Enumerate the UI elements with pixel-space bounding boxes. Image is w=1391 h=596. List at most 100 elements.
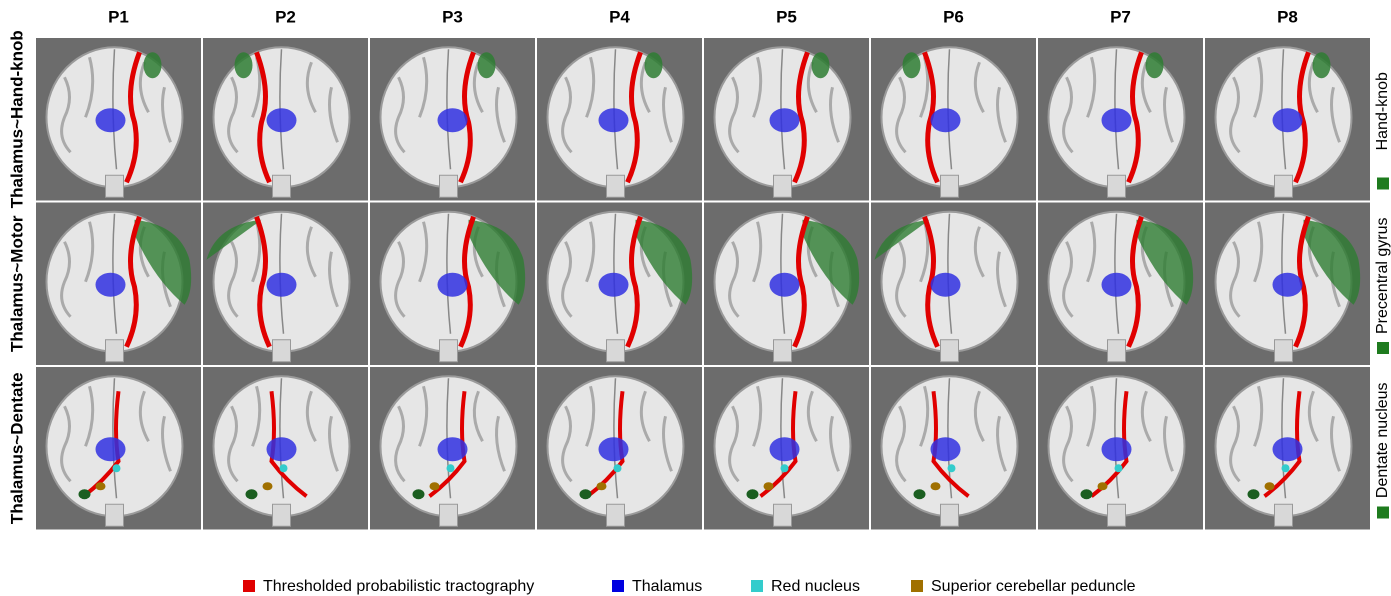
brain-panel [203,367,368,530]
dentate [79,489,91,499]
brain-panel [1038,203,1203,366]
thalamus [1273,108,1303,132]
brainstem [106,175,124,197]
thalamus [1273,437,1303,461]
brain-panel [537,367,702,530]
column-header: P8 [1277,7,1298,26]
dentate [914,489,926,499]
column-header: P3 [442,7,463,26]
brainstem [106,340,124,362]
brain-panel [36,38,201,201]
thalamus [96,108,126,132]
brain-panel [704,203,869,366]
brainstem [941,340,959,362]
thalamus [1273,273,1303,297]
peduncle [1265,482,1275,490]
legend-label: Superior cerebellar peduncle [931,578,1136,595]
brainstem [607,175,625,197]
brainstem [941,504,959,526]
target-swatch [1377,342,1389,354]
brain-panel [704,367,869,530]
thalamus [931,437,961,461]
target-region [645,52,663,78]
row-label: Thalamus~Hand-knob [7,30,26,208]
brain-panel [203,38,368,201]
brain-panel [203,203,368,366]
thalamus [1102,108,1132,132]
thalamus [267,273,297,297]
brain-panel [704,38,869,201]
legend-swatch [911,580,923,592]
red-nucleus [113,464,121,472]
thalamus [96,437,126,461]
target-label: Dentate nucleus [1374,382,1391,498]
column-header: P2 [275,7,296,26]
figure: P1P2P3P4P5P6P7P8Thalamus~Hand-knobHand-k… [0,0,1391,596]
brainstem [607,340,625,362]
thalamus [931,273,961,297]
brainstem [440,175,458,197]
brain-panel [871,203,1036,366]
thalamus [931,108,961,132]
target-region [903,52,921,78]
row-label: Thalamus~Motor [7,215,26,352]
legend-swatch [243,580,255,592]
target-region [144,52,162,78]
thalamus [599,273,629,297]
dentate [413,489,425,499]
brain-panel [36,203,201,366]
legend-label: Thalamus [632,578,702,595]
red-nucleus [614,464,622,472]
peduncle [263,482,273,490]
target-region [478,52,496,78]
thalamus [438,108,468,132]
brain-panel [871,38,1036,201]
legend-swatch [751,580,763,592]
target-region [235,52,253,78]
brainstem [774,340,792,362]
column-header: P7 [1110,7,1131,26]
brainstem [1108,340,1126,362]
peduncle [597,482,607,490]
thalamus [599,108,629,132]
row-label: Thalamus~Dentate [7,372,26,524]
thalamus [1102,273,1132,297]
dentate [747,489,759,499]
red-nucleus [948,464,956,472]
red-nucleus [280,464,288,472]
brainstem [1108,175,1126,197]
brainstem [1275,504,1293,526]
target-label: Hand-knob [1374,72,1391,150]
brainstem [106,504,124,526]
red-nucleus [1282,464,1290,472]
brain-panel [1205,38,1370,201]
brainstem [607,504,625,526]
dentate [246,489,258,499]
thalamus [438,273,468,297]
brain-panel [370,367,535,530]
dentate [1081,489,1093,499]
thalamus [770,273,800,297]
dentate [580,489,592,499]
brainstem [774,175,792,197]
legend-swatch [612,580,624,592]
brainstem [941,175,959,197]
target-swatch [1377,178,1389,190]
brainstem [774,504,792,526]
peduncle [931,482,941,490]
thalamus [438,437,468,461]
brain-panel [370,203,535,366]
brainstem [440,504,458,526]
thalamus [1102,437,1132,461]
brain-panel [1038,38,1203,201]
brain-panel [537,38,702,201]
brainstem [273,504,291,526]
thalamus [267,437,297,461]
peduncle [1098,482,1108,490]
column-header: P6 [943,7,964,26]
brain-panel [1205,367,1370,530]
column-header: P5 [776,7,797,26]
brain-panel [370,38,535,201]
brain-panel [537,203,702,366]
target-region [812,52,830,78]
